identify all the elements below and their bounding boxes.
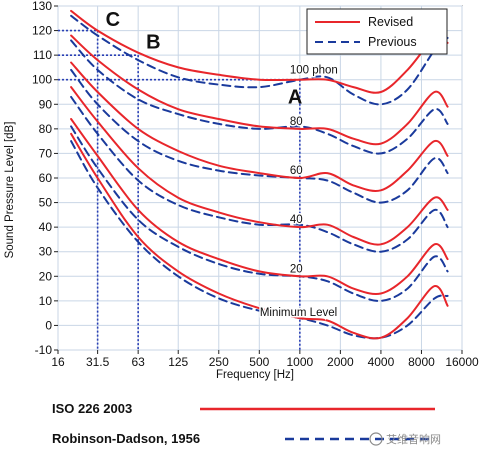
y-tick-label: -10 [35, 343, 53, 357]
y-tick-label: 30 [39, 245, 53, 259]
x-tick-label: 250 [209, 355, 229, 369]
curve-label: 40 [290, 214, 303, 226]
point-label: B [146, 32, 160, 54]
x-tick-label: 31.5 [86, 355, 110, 369]
curve-label: Minimum Level [260, 307, 337, 319]
legend-box [306, 8, 448, 55]
series-line-revised [70, 34, 449, 146]
series-line-revised [70, 86, 449, 246]
curve-label: 80 [290, 116, 303, 128]
y-tick-label: 80 [39, 122, 53, 136]
y-tick-label: 110 [33, 48, 52, 62]
y-tick-label: 20 [39, 269, 53, 283]
curve-label: 20 [290, 263, 303, 275]
watermark-text: 艾维音响网 [386, 432, 441, 446]
y-tick-label: 130 [32, 0, 52, 13]
annotations: 100 phon 80 60 40 20 Minimum Level C B A [106, 9, 340, 320]
y-axis-title: Sound Pressure Level [dB] [4, 122, 16, 259]
series-line-previous [70, 39, 449, 155]
legend-label-previous: Previous [368, 35, 417, 49]
y-tick-label: 60 [39, 171, 53, 185]
y-tick-label: 0 [45, 318, 52, 332]
series [70, 9, 449, 340]
x-axis-title: Frequency [Hz] [216, 369, 294, 381]
y-tick-label: 40 [39, 220, 53, 234]
curve-label: 60 [290, 165, 303, 177]
x-tick-label: 125 [168, 355, 188, 369]
legend-label-revised: Revised [368, 15, 413, 29]
bottom-legend-label-robinson: Robinson-Dadson, 1956 [52, 431, 200, 446]
y-tick-label: 50 [39, 196, 53, 210]
x-tick-label: 63 [131, 355, 145, 369]
x-tick-label: 4000 [368, 355, 395, 369]
x-tick-label: 8000 [408, 355, 435, 369]
curve-label: 100 phon [290, 64, 338, 76]
y-tick-label: 90 [39, 97, 53, 111]
series-line-revised [70, 61, 449, 192]
ticks: -10 0 10 20 30 40 50 60 70 80 90 100 110 120 130 16 31.5… [32, 0, 479, 369]
wechat-icon [369, 432, 383, 446]
series-line-previous [70, 95, 449, 253]
watermark: 艾维音响网 [369, 432, 441, 446]
y-tick-label: 70 [39, 146, 53, 160]
point-label: A [288, 87, 302, 109]
y-tick-label: 100 [32, 73, 52, 87]
series-line-revised [70, 118, 449, 295]
x-tick-label: 500 [249, 355, 269, 369]
series-line-revised [70, 132, 449, 340]
y-tick-label: 10 [39, 294, 53, 308]
series-line-revised [70, 9, 449, 94]
point-label: C [106, 9, 120, 31]
x-tick-label: 16 [51, 355, 65, 369]
bottom-legend: ISO 226 2003 Robinson-Dadson, 1956 [52, 401, 435, 446]
bottom-legend-label-iso: ISO 226 2003 [52, 401, 132, 416]
y-tick-label: 120 [32, 24, 52, 38]
legend: Revised Previous [306, 8, 448, 55]
x-tick-label: 2000 [327, 355, 354, 369]
x-tick-label: 1000 [286, 355, 313, 369]
x-tick-label: 16000 [445, 355, 479, 369]
